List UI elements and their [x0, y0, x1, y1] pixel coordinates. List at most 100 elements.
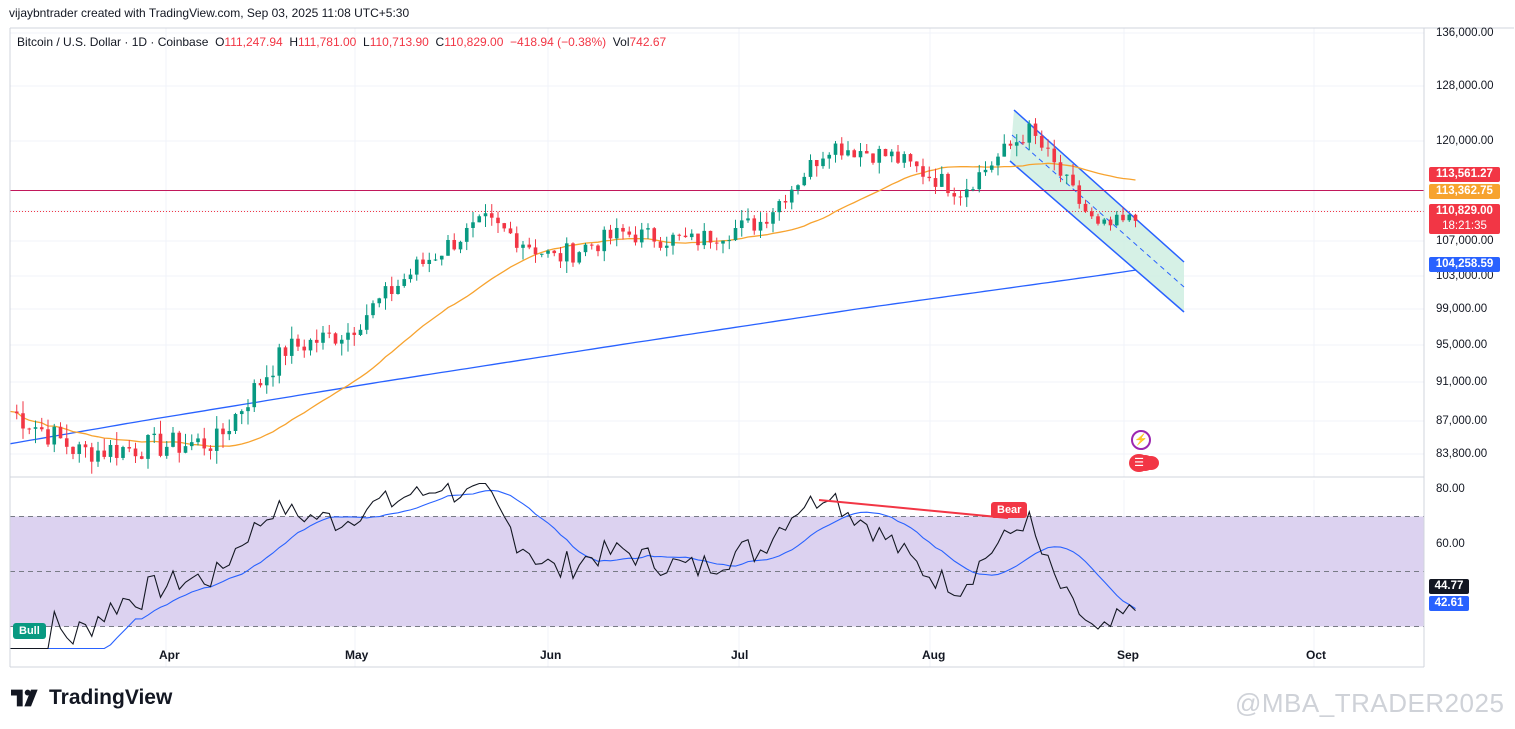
candle: [89, 442, 94, 474]
candle: [596, 244, 600, 257]
candle-body: [639, 229, 644, 243]
candle-body: [971, 189, 975, 191]
candle-body: [177, 432, 182, 453]
lightning-icon[interactable]: ⚡: [1131, 430, 1151, 450]
candle: [1102, 217, 1107, 226]
candle-body: [158, 433, 163, 456]
candle: [127, 440, 132, 453]
candle-body: [246, 407, 250, 412]
candle-body: [358, 329, 363, 335]
candle: [146, 434, 150, 469]
candle-body: [383, 286, 388, 299]
candle: [271, 365, 275, 387]
candle-body: [964, 189, 969, 198]
candle-body: [1052, 148, 1057, 163]
candle-body: [614, 227, 619, 239]
candle-body: [1077, 185, 1082, 204]
candle-body: [408, 274, 413, 280]
candle: [558, 247, 563, 268]
candle: [996, 153, 1000, 176]
candle-body: [714, 242, 719, 244]
candle: [864, 144, 869, 154]
candle: [489, 204, 494, 226]
candle-body: [627, 231, 632, 235]
candle: [446, 235, 450, 256]
candle-body: [427, 259, 432, 264]
candle: [221, 423, 225, 448]
candle-body: [483, 213, 488, 217]
candle: [246, 399, 250, 425]
tradingview-brand[interactable]: TradingView: [11, 686, 172, 710]
candle-body: [1114, 214, 1119, 226]
candle-body: [302, 346, 307, 351]
candle: [402, 273, 407, 288]
candle: [196, 433, 200, 446]
ma200-price-badge: 104,258.59: [1429, 257, 1500, 272]
candle: [602, 226, 607, 262]
candle: [583, 242, 588, 257]
candle: [1064, 174, 1069, 185]
rsi-ma-polyline: [10, 489, 1136, 650]
candle: [1114, 211, 1119, 227]
candle-body: [46, 429, 50, 445]
candle: [702, 223, 707, 250]
candle: [927, 166, 932, 182]
candle-body: [908, 154, 913, 162]
candle: [327, 324, 332, 339]
candle: [477, 214, 482, 223]
candle-body: [921, 166, 925, 177]
candle-body: [239, 411, 244, 415]
candle-body: [352, 332, 357, 335]
candle-body: [708, 230, 713, 243]
candle-body: [502, 223, 507, 229]
candle: [577, 251, 582, 265]
candle: [758, 212, 763, 239]
x-tick-label: Jul: [731, 648, 749, 662]
candle-body: [402, 279, 407, 286]
candle-body: [896, 151, 900, 163]
us-flag-events-icon[interactable]: ☰: [1129, 454, 1149, 472]
candle-body: [758, 221, 763, 231]
rsi-tick-label: 80.00: [1436, 483, 1465, 495]
candle-body: [802, 176, 807, 186]
candle: [233, 412, 238, 435]
candle-body: [808, 160, 813, 177]
candle-body: [958, 196, 963, 198]
candle: [1096, 213, 1100, 226]
candle-body: [1089, 211, 1094, 217]
candle: [983, 161, 988, 176]
ticker-info: Bitcoin / U.S. Dollar · 1D · Coinbase O1…: [17, 35, 666, 49]
candle-body: [764, 221, 769, 224]
open-value: 111,247.94: [224, 35, 283, 49]
candle: [496, 211, 500, 233]
candle: [171, 427, 175, 448]
candle-body: [471, 222, 475, 228]
candle-body: [864, 151, 869, 154]
candle-body: [214, 428, 219, 451]
candle-body: [1083, 203, 1088, 212]
candle-body: [452, 239, 457, 250]
candle-body: [902, 154, 907, 163]
candle-body: [1133, 214, 1138, 221]
x-tick-label: Jun: [540, 648, 562, 662]
candle: [533, 239, 538, 263]
candle-body: [396, 285, 400, 295]
candle-body: [564, 243, 569, 262]
candle-body: [652, 228, 657, 242]
candle-body: [1002, 143, 1007, 157]
candle-body: [696, 233, 700, 246]
candle-body: [464, 227, 469, 242]
candle: [308, 338, 313, 356]
candle: [52, 423, 57, 453]
candle-body: [1039, 135, 1044, 148]
candle-body: [608, 229, 613, 239]
candle: [858, 143, 863, 167]
candle: [452, 233, 457, 251]
candle-body: [83, 444, 88, 448]
candle: [383, 282, 388, 310]
candle: [139, 451, 144, 460]
candle-body: [258, 383, 263, 386]
candle-body: [96, 450, 100, 462]
candle-body: [271, 375, 275, 378]
